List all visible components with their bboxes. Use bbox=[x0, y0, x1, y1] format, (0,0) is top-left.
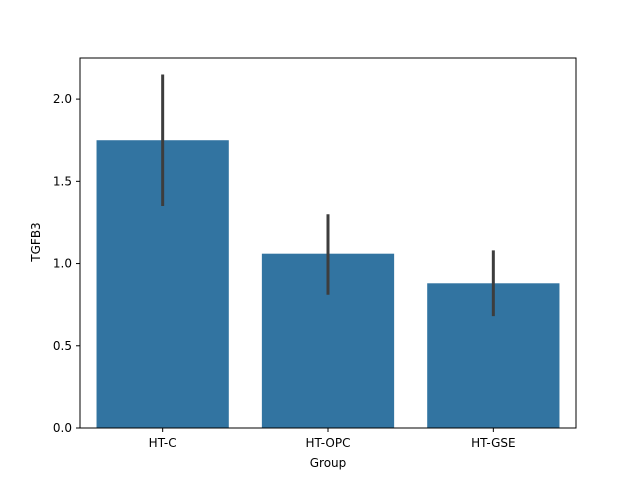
x-axis-label: Group bbox=[310, 456, 347, 470]
y-axis-label: TGFB3 bbox=[29, 222, 43, 262]
y-tick-label: 1.0 bbox=[53, 257, 72, 271]
y-tick-label: 0.0 bbox=[53, 421, 72, 435]
y-tick-label: 2.0 bbox=[53, 92, 72, 106]
y-tick-label: 1.5 bbox=[53, 174, 72, 188]
y-tick-label: 0.5 bbox=[53, 339, 72, 353]
x-tick-label: HT-C bbox=[149, 436, 177, 450]
x-tick-label: HT-GSE bbox=[471, 436, 516, 450]
plot-area: 0.0 0.5 1.0 1.5 2.0 HT-C HT-OPC HT-GSE bbox=[53, 57, 577, 450]
x-tick-label: HT-OPC bbox=[306, 436, 351, 450]
